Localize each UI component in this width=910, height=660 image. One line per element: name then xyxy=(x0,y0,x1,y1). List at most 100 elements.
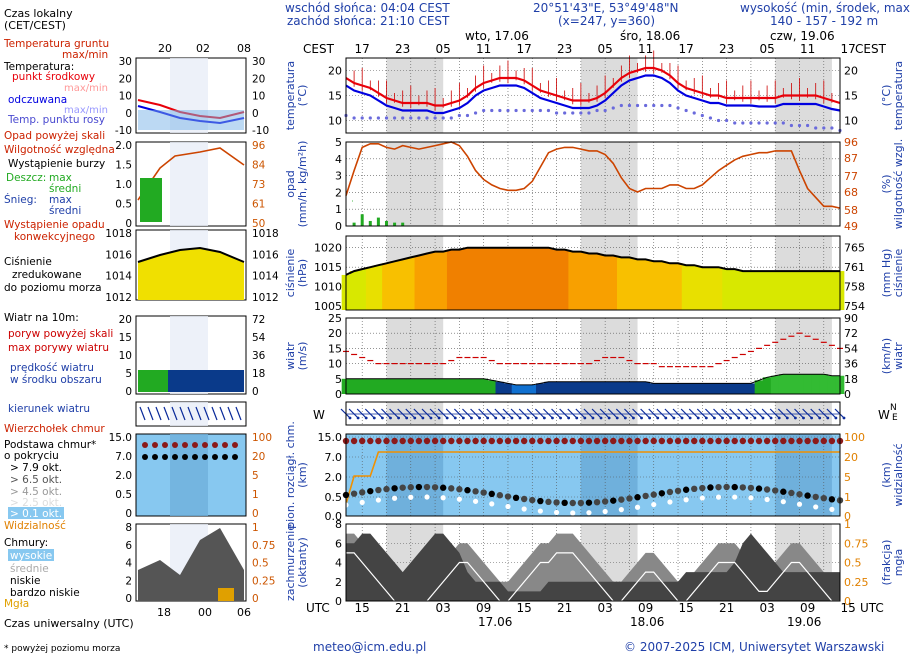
cloud-top-dot xyxy=(812,437,819,445)
cloud-top-dot xyxy=(820,437,828,445)
pressure-fill xyxy=(560,249,570,310)
legend-tick-left: 1014 xyxy=(105,271,132,283)
wind-arrow-head xyxy=(542,416,546,420)
cloud-top-dot xyxy=(707,437,714,445)
wind-arrow-head xyxy=(526,416,530,420)
legend-cloud-dot xyxy=(222,442,228,448)
cloud-base-dot xyxy=(431,484,439,491)
wind-arrow xyxy=(591,408,602,419)
cloud-top-dot xyxy=(367,437,374,445)
legend-wind-dir: kierunek wiatru xyxy=(8,403,90,415)
panel-temp-border xyxy=(345,57,841,134)
dew-point xyxy=(660,103,664,108)
cloud-base-dot xyxy=(820,494,828,502)
wind-arrow-head xyxy=(470,416,473,420)
legend-tick-left: 7.0 xyxy=(115,451,132,463)
cloud-base-dot-low xyxy=(796,501,803,507)
cloud-top-dot xyxy=(747,437,755,445)
wind-arrow-head xyxy=(745,416,749,420)
cloud-top-dot xyxy=(601,437,609,445)
wind-bar xyxy=(770,375,780,394)
tick-left: 0 xyxy=(335,220,342,233)
visibility-line xyxy=(345,451,840,505)
tick-left: 20 xyxy=(328,327,342,340)
dew-point xyxy=(449,116,453,120)
legend-tick-left: 8 xyxy=(125,522,132,534)
legend-tick-right: 20 xyxy=(252,73,265,85)
cloud-base-dot xyxy=(780,488,787,495)
legend-tick-left: 0.5 xyxy=(115,489,132,501)
dew-point xyxy=(368,116,372,120)
utc-tick: 03 xyxy=(598,601,613,615)
cloud-top-dot xyxy=(480,437,487,445)
wind-arrow-head xyxy=(575,416,579,420)
cloud-base-dot-low xyxy=(489,501,495,507)
cloud-base-dot xyxy=(666,488,674,496)
pressure-fill xyxy=(349,271,359,310)
wind-arrow-head xyxy=(721,416,724,420)
date-label-1: 17.06 xyxy=(478,615,512,629)
utc-tick: 09 xyxy=(638,601,653,615)
wind-arrow xyxy=(640,408,651,419)
wind-arrow xyxy=(502,408,513,419)
wind-bar xyxy=(722,383,731,394)
dew-point xyxy=(498,108,502,113)
legend-tick-right: 5 xyxy=(252,470,259,482)
dew-point xyxy=(635,103,640,108)
wind-arrow xyxy=(729,408,740,419)
cloud-top-dot xyxy=(423,437,431,445)
legend-wind-speed2: w środku obszaru xyxy=(10,374,102,386)
utc-tick: 21 xyxy=(719,601,734,615)
cloud-base-dot xyxy=(626,495,633,502)
wind-arrow xyxy=(543,408,553,419)
cloud-base-dot xyxy=(731,483,738,491)
legend-tick-left: -10 xyxy=(115,125,132,137)
panel-dir-night-0 xyxy=(386,402,444,425)
dew-point xyxy=(457,113,461,118)
legend-cloud-dot xyxy=(162,454,168,460)
legend-wind-arrow xyxy=(179,406,186,421)
rain-bar xyxy=(393,222,397,226)
legend-wind-arrow xyxy=(163,406,170,421)
wind-arrow-head xyxy=(834,416,838,420)
legend-tick-left: 5 xyxy=(125,368,132,380)
legend-rain-mid: średni xyxy=(49,183,81,195)
dew-point xyxy=(595,108,599,113)
cloud-base-dot xyxy=(367,487,374,495)
tick-right: 87 xyxy=(844,152,858,165)
wind-arrow-head xyxy=(713,416,716,420)
cloud-base-dot xyxy=(796,491,803,498)
cloud-base-dot xyxy=(804,492,811,499)
tick-right: 77 xyxy=(844,170,858,183)
cloud-base-dot xyxy=(456,486,463,493)
wind-arrow-head xyxy=(632,416,635,420)
pressure-fill xyxy=(730,269,740,310)
wind-arrow-head xyxy=(623,416,627,420)
wind-arrow-head xyxy=(364,416,368,420)
tick-left: 1 xyxy=(335,203,342,216)
wind-bar xyxy=(665,383,675,394)
legend-wind-title: Wiatr na 10m: xyxy=(4,312,79,324)
cest-tick: 23 xyxy=(719,42,734,56)
axis-label-right: wiatr xyxy=(892,342,905,370)
cloud-base-dot xyxy=(358,489,366,496)
wind-arrow-head xyxy=(518,416,522,420)
axis-unit-left: (km) xyxy=(296,462,309,488)
utc-tick: 15 xyxy=(517,601,532,615)
legend-tick-right: -10 xyxy=(252,125,269,137)
compass-w: W xyxy=(313,408,325,422)
dew-point xyxy=(668,103,672,108)
cloud-high-line xyxy=(346,552,840,602)
legend-temp-ground2: max/min xyxy=(62,49,108,61)
cloud-top-dot xyxy=(448,437,455,445)
wind-bar xyxy=(422,378,432,394)
pressure-fill xyxy=(754,271,764,310)
wind-arrow xyxy=(405,408,416,419)
legend-humidity: Wilgotność względna xyxy=(4,144,115,156)
wind-arrow-head xyxy=(421,416,425,420)
dew-point xyxy=(587,111,591,115)
legend-temp-title: Temperatura: xyxy=(3,61,74,73)
footer-email[interactable]: meteo@icm.edu.pl xyxy=(313,640,426,654)
wind-arrow-head xyxy=(615,416,619,420)
legend-pressure2: zredukowane xyxy=(12,269,82,281)
